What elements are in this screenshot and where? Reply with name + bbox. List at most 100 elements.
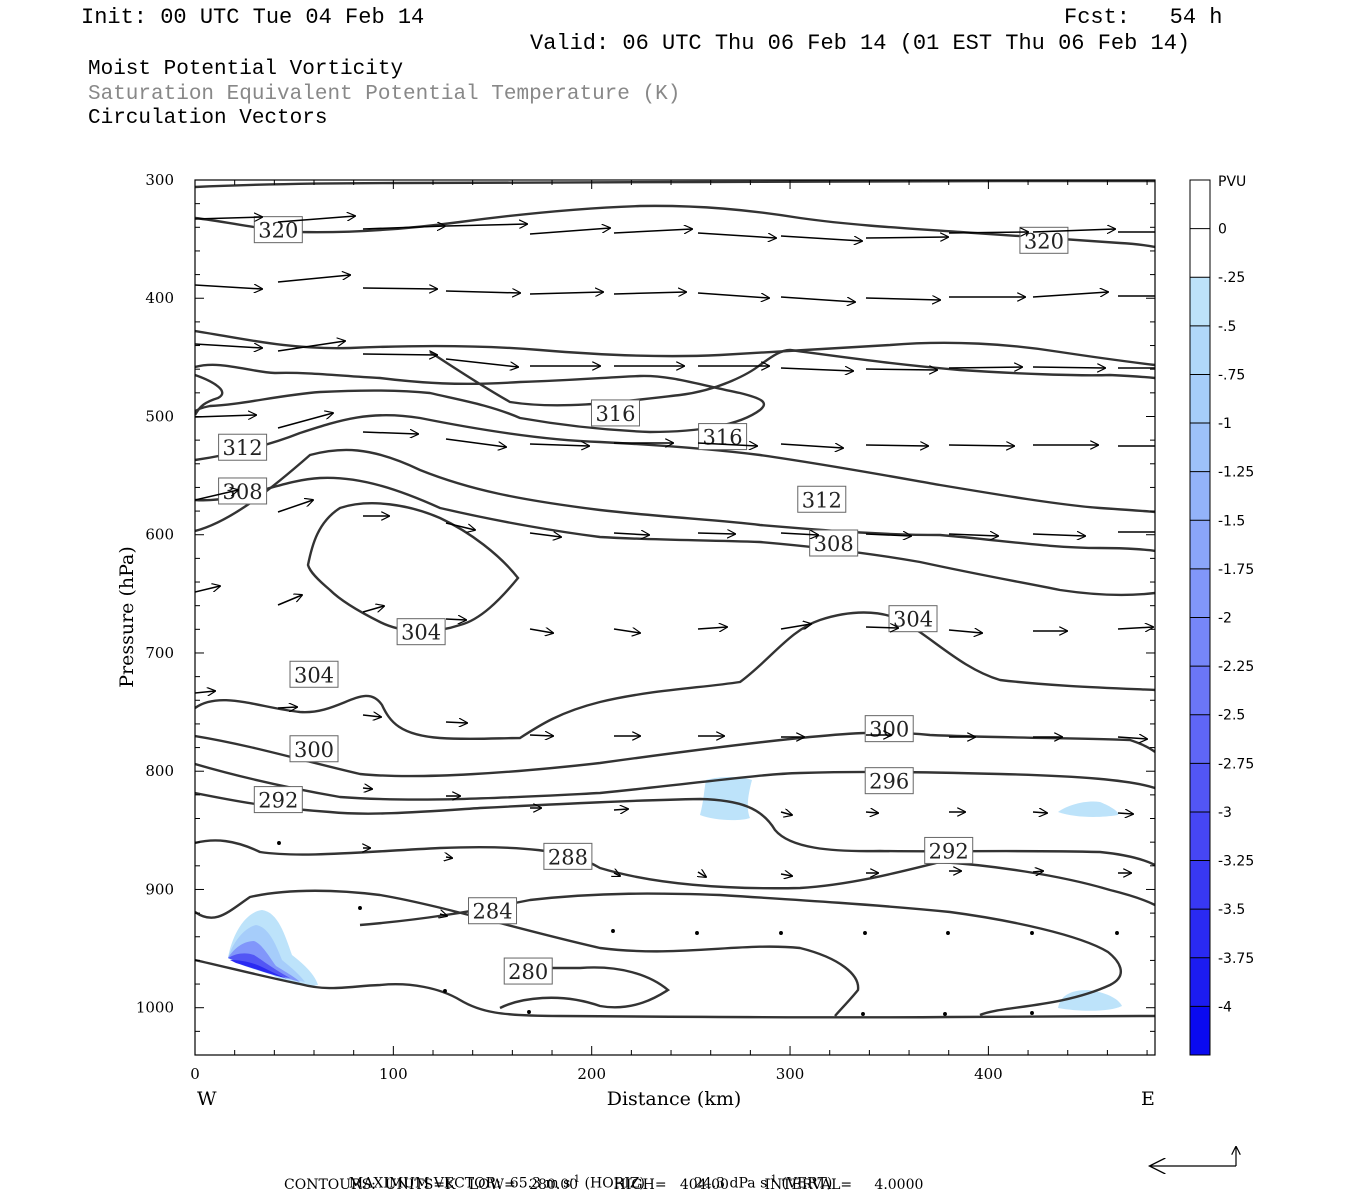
wind-vector xyxy=(865,237,948,238)
wind-vector xyxy=(277,841,281,845)
contour-label-box xyxy=(218,433,268,461)
circulation-vectors xyxy=(195,216,1155,1016)
wind-vector xyxy=(948,445,1014,446)
contour-line xyxy=(195,762,1155,801)
wind-vector xyxy=(697,232,776,238)
contour-label-box xyxy=(396,618,446,646)
contour-line xyxy=(195,791,1155,867)
wind-vector xyxy=(613,292,686,294)
contour-line xyxy=(195,611,1155,741)
colorbar-swatch xyxy=(1190,423,1210,473)
valid-time: Valid: 06 UTC Thu 06 Feb 14 (01 EST Thu … xyxy=(530,31,1191,56)
y-tick-label: 600 xyxy=(145,526,174,544)
theta-es-contours xyxy=(195,180,1155,1019)
wind-vector xyxy=(779,931,783,935)
horiz-value: 65.3 m s xyxy=(509,1175,571,1192)
wind-vector xyxy=(613,229,692,233)
contour-line xyxy=(499,966,671,1010)
wind-vector xyxy=(445,291,520,293)
wind-vector xyxy=(445,358,518,367)
wind-vector xyxy=(780,296,855,302)
contour-label: 292 xyxy=(258,789,298,813)
field-title-mpv: Moist Potential Vorticity xyxy=(88,58,404,81)
colorbar-swatch xyxy=(1190,325,1210,375)
wind-vector xyxy=(195,415,256,417)
wind-vector xyxy=(1032,812,1047,813)
contour-label: 288 xyxy=(548,845,588,869)
wind-vector xyxy=(865,534,911,536)
wind-vector xyxy=(697,627,727,629)
wind-vector xyxy=(277,413,333,429)
wind-vector xyxy=(195,217,262,219)
wind-vector xyxy=(1032,292,1108,298)
wind-vector xyxy=(1117,737,1147,739)
wind-vector xyxy=(445,722,467,723)
colorbar-label: -4 xyxy=(1218,999,1232,1015)
wind-vector xyxy=(529,444,589,446)
contour-label-box xyxy=(218,477,268,505)
wind-vector xyxy=(697,292,769,298)
wind-vector xyxy=(277,216,355,223)
wind-vector xyxy=(865,627,898,628)
contour-label-box xyxy=(253,786,303,814)
wind-vector xyxy=(948,534,998,536)
contour-line xyxy=(195,958,1155,1019)
wind-vector xyxy=(613,533,649,535)
contour-label: 316 xyxy=(703,426,743,450)
contour-line xyxy=(195,363,766,434)
vert-suffix: (VERT) xyxy=(777,1175,833,1192)
wind-vector xyxy=(780,874,792,876)
contour-line xyxy=(195,329,1155,367)
colorbar-swatch xyxy=(1190,666,1210,716)
contour-label-box xyxy=(503,957,553,985)
colorbar-swatch xyxy=(1190,811,1210,862)
y-tick-label: 300 xyxy=(145,171,174,189)
wind-vector xyxy=(277,275,350,283)
colorbar-swatch xyxy=(1190,471,1210,521)
max-vector-label: MAXIMUM VECTOR: xyxy=(348,1175,501,1192)
wind-vector xyxy=(1115,931,1119,935)
contour-line xyxy=(306,502,520,633)
y-tick-label: 700 xyxy=(145,644,174,662)
y-axis-title: Pressure (hPa) xyxy=(116,546,138,688)
colorbar-swatch xyxy=(1190,763,1210,813)
contour-label: 304 xyxy=(401,621,441,645)
colorbar-label: -1.5 xyxy=(1218,513,1245,529)
wind-vector xyxy=(440,914,447,916)
contour-line xyxy=(195,204,1155,249)
contour-label-box xyxy=(289,735,339,763)
wind-vector xyxy=(443,989,447,993)
wind-vector xyxy=(1117,813,1133,814)
x-tick-label: 100 xyxy=(379,1065,408,1083)
wind-vector xyxy=(527,1010,531,1014)
x-tick-label: 0 xyxy=(190,1065,200,1083)
wind-vector xyxy=(277,341,345,352)
colorbar-swatch xyxy=(1190,568,1210,618)
wind-vector xyxy=(362,288,437,289)
contour-line xyxy=(195,476,1155,597)
wind-vector xyxy=(195,586,220,593)
colorbar-label: -2 xyxy=(1218,611,1232,627)
x-tick-label: 300 xyxy=(776,1065,805,1083)
max-vector-note: MAXIMUM VECTOR: 65.3 m s-1 (HORIZ) 24.3 … xyxy=(340,1158,832,1192)
wind-vector xyxy=(195,285,262,289)
plot-axes: 300 400 500 600 700 800 900 1000 0 100 200 300 400 xyxy=(136,171,1156,1083)
colorbar-swatch xyxy=(1190,909,1210,959)
colorbar-label: 0 xyxy=(1218,222,1227,238)
contour-label: 280 xyxy=(508,960,548,984)
colorbar-swatch xyxy=(1190,714,1210,764)
wind-vector xyxy=(195,344,262,348)
contour-label: 300 xyxy=(294,738,334,762)
colorbar-label: -.5 xyxy=(1218,319,1236,335)
contour-line xyxy=(195,889,1122,1017)
wind-vector xyxy=(614,873,620,876)
vert-value: 24.3 dPa s xyxy=(693,1175,768,1192)
wind-vector xyxy=(1032,367,1105,368)
y-tick-label: 500 xyxy=(145,407,174,425)
wind-vector xyxy=(780,444,843,448)
pv-colorbar: 0 -.25 -.5 -.75 -1 -1.25 -1.5 -1.75 -2 -2.25 -2.5 -… xyxy=(1189,179,1254,1056)
x-tick-label: 200 xyxy=(577,1065,606,1083)
wind-vector xyxy=(1032,871,1043,872)
contour-label-box xyxy=(543,842,593,870)
